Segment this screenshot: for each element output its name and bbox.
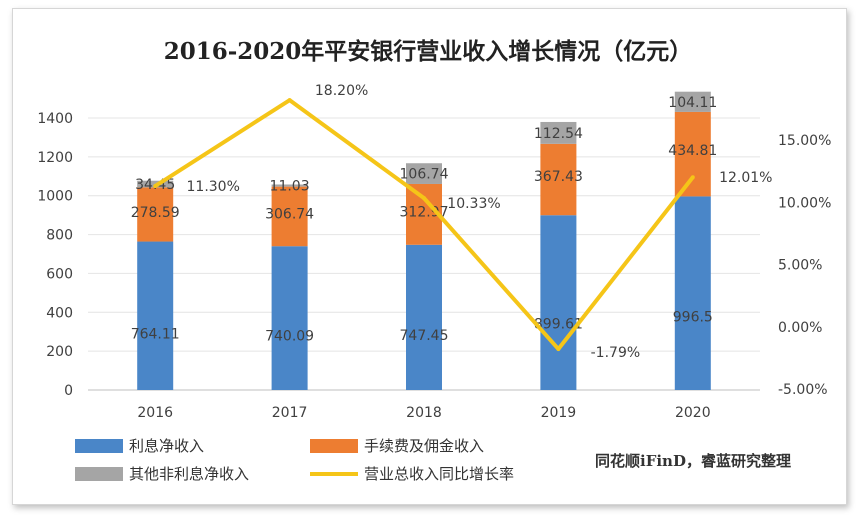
bar-segment bbox=[406, 244, 442, 390]
bar-data-label: 747.45 bbox=[400, 328, 449, 344]
y-tick-label: 1200 bbox=[37, 150, 73, 166]
bar-segment bbox=[271, 186, 308, 247]
bar-data-label: 106.74 bbox=[400, 167, 449, 183]
legend-label: 营业总收入同比增长率 bbox=[364, 465, 514, 483]
y-tick-label: 1400 bbox=[37, 111, 73, 127]
bar-data-label: 434.81 bbox=[668, 143, 717, 159]
growth-point bbox=[422, 196, 426, 201]
growth-data-label: 12.01% bbox=[719, 170, 772, 186]
x-tick-label: 2017 bbox=[272, 405, 308, 421]
bar-data-label: 367.43 bbox=[534, 169, 583, 185]
growth-data-label: 11.30% bbox=[187, 179, 240, 195]
bar-segment bbox=[137, 187, 174, 242]
x-tick-label: 2019 bbox=[541, 405, 577, 421]
growth-data-label: -1.79% bbox=[591, 345, 641, 361]
legend-swatch bbox=[75, 439, 123, 453]
bar-data-label: 278.59 bbox=[131, 205, 180, 221]
bar-data-label: 764.11 bbox=[131, 327, 180, 343]
y-tick-label: 400 bbox=[46, 305, 73, 321]
bar-segment bbox=[540, 143, 577, 216]
y2-tick-label: 0.00% bbox=[778, 320, 822, 336]
bar-data-label: 104.11 bbox=[668, 95, 717, 111]
growth-point bbox=[287, 98, 292, 103]
bar-series bbox=[137, 91, 711, 390]
bar-data-label: 112.54 bbox=[534, 126, 583, 142]
y-tick-label: 800 bbox=[46, 228, 73, 244]
bar-labels: 764.11278.5934.45740.09306.7411.03747.45… bbox=[131, 95, 718, 345]
y-tick-label: 0 bbox=[64, 383, 73, 399]
y2-tick-label: 10.00% bbox=[778, 195, 831, 211]
left-axis: 0 200 400 600 800 1000 1200 1400 bbox=[37, 111, 73, 399]
bar-segment bbox=[674, 196, 711, 390]
legend-swatch bbox=[310, 439, 358, 453]
bar-segment bbox=[540, 215, 577, 390]
growth-labels: 11.30% 18.20% 10.33% -1.79% 12.01% bbox=[187, 83, 773, 361]
legend-swatch bbox=[75, 467, 123, 481]
bar-segment bbox=[271, 184, 308, 187]
legend-label: 其他非利息净收入 bbox=[129, 465, 249, 483]
x-tick-label: 2020 bbox=[675, 405, 711, 421]
legend-label: 手续费及佣金收入 bbox=[364, 437, 484, 455]
chart-title: 2016-2020年平安银行营业收入增长情况（亿元） bbox=[164, 38, 693, 65]
growth-data-label: 18.20% bbox=[315, 83, 368, 99]
bar-data-label: 996.5 bbox=[673, 309, 713, 325]
bar-segment bbox=[674, 91, 711, 112]
bar-data-label: 899.61 bbox=[534, 317, 583, 333]
y-tick-label: 600 bbox=[46, 266, 73, 282]
bar-segment bbox=[406, 163, 442, 184]
y2-tick-label: -5.00% bbox=[778, 382, 828, 398]
growth-data-label: 10.33% bbox=[447, 196, 500, 212]
x-axis: 2016 2017 2018 2019 2020 bbox=[137, 405, 710, 421]
bar-segment bbox=[137, 241, 174, 390]
source-note: 同花顺iFinD，睿蓝研究整理 bbox=[595, 452, 791, 470]
growth-point bbox=[690, 175, 695, 180]
right-axis: -5.00% 0.00% 5.00% 10.00% 15.00% bbox=[778, 133, 831, 398]
bar-segment bbox=[674, 111, 711, 197]
y2-tick-label: 5.00% bbox=[778, 258, 822, 274]
bar-segment bbox=[271, 246, 308, 390]
bar-data-label: 11.03 bbox=[270, 179, 310, 195]
x-tick-label: 2018 bbox=[406, 405, 442, 421]
growth-point bbox=[556, 347, 561, 352]
legend-label: 利息净收入 bbox=[129, 437, 204, 455]
x-tick-label: 2016 bbox=[137, 405, 173, 421]
y2-tick-label: 15.00% bbox=[778, 133, 831, 149]
bar-data-label: 740.09 bbox=[265, 328, 314, 344]
y-tick-label: 1000 bbox=[37, 189, 73, 205]
y-tick-label: 200 bbox=[46, 344, 73, 360]
bar-data-label: 312.97 bbox=[400, 204, 449, 220]
growth-point bbox=[153, 184, 158, 189]
bar-segment bbox=[540, 121, 577, 144]
bar-data-label: 306.74 bbox=[265, 206, 314, 222]
growth-line bbox=[153, 98, 695, 352]
